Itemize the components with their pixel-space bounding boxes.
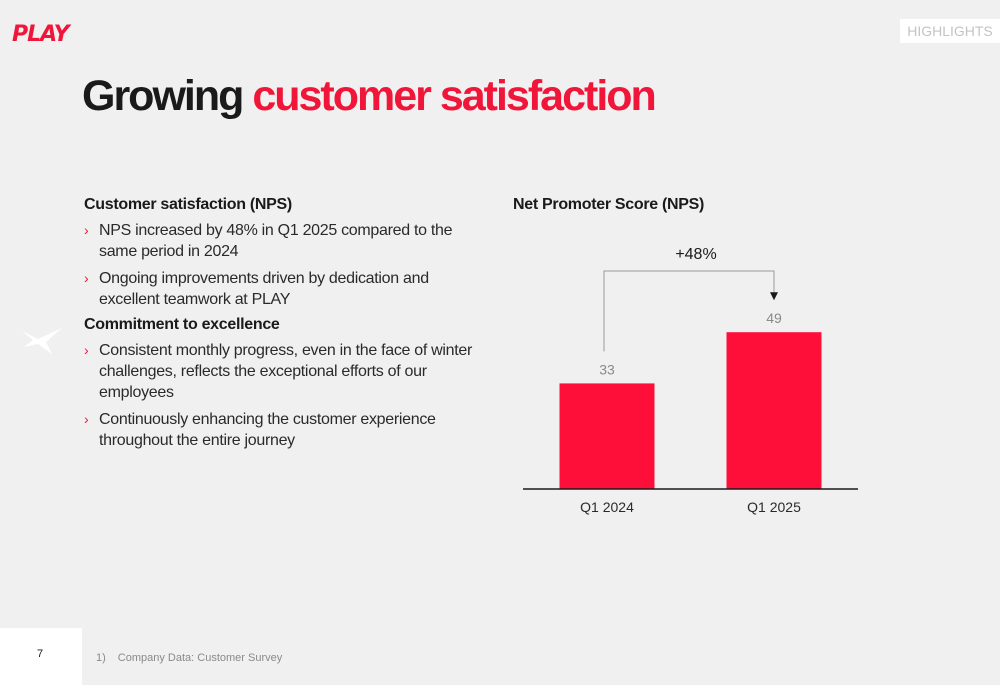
play-logo: PLAY (12, 22, 70, 47)
bullet-item: › NPS increased by 48% in Q1 2025 compare… (84, 220, 484, 262)
left-column: Customer satisfaction (NPS) › NPS increas… (84, 196, 484, 457)
section-tag: HIGHLIGHTS (900, 19, 1000, 43)
bullet-chevron-icon: › (84, 270, 89, 286)
page-title: Growing customer satisfaction (82, 72, 657, 121)
bullet-item: › Consistent monthly progress, even in th… (84, 340, 484, 403)
bullet-text: Continuously enhancing the customer expe… (99, 411, 436, 449)
bullet-list-commitment: › Consistent monthly progress, even in th… (84, 340, 484, 451)
plane-icon (22, 328, 62, 354)
data-label: 49 (766, 310, 782, 326)
section-heading-nps: Customer satisfaction (NPS) (84, 196, 292, 213)
page-number-box: 7 (0, 628, 82, 685)
category-label: Q1 2024 (580, 499, 634, 515)
section-heading-commitment: Commitment to excellence (84, 316, 280, 333)
bullet-chevron-icon: › (84, 411, 89, 427)
title-main: Growing (82, 72, 244, 120)
bullet-text: NPS increased by 48% in Q1 2025 compared… (99, 222, 453, 260)
bar-q1-2025 (726, 332, 822, 489)
title-accent: customer satisfaction (252, 72, 656, 120)
annotation-arrowhead (770, 292, 778, 301)
annotation-label: +48% (675, 246, 716, 263)
bullet-chevron-icon: › (84, 342, 89, 358)
bullet-chevron-icon: › (84, 222, 89, 238)
nps-bar-chart: 33 Q1 2024 49 Q1 2025 +48% (523, 246, 858, 515)
data-label: 33 (599, 361, 615, 377)
footnote-text: Company Data: Customer Survey (117, 652, 283, 664)
bullet-text: Consistent monthly progress, even in the… (99, 342, 473, 401)
bullet-list-nps: › NPS increased by 48% in Q1 2025 compare… (84, 220, 484, 310)
bullet-item: › Ongoing improvements driven by dedicati… (84, 268, 484, 310)
chart-title: Net Promoter Score (NPS) (513, 196, 705, 213)
bar-q1-2024 (559, 383, 655, 489)
category-label: Q1 2025 (747, 499, 801, 515)
bullet-text: Ongoing improvements driven by dedicatio… (99, 270, 429, 308)
page-number: 7 (37, 648, 44, 660)
bullet-item: › Continuously enhancing the customer exp… (84, 409, 484, 451)
footnote-index: 1) (96, 652, 106, 664)
footnote: 1) Company Data: Customer Survey (96, 652, 282, 664)
annotation-bracket (603, 270, 775, 352)
